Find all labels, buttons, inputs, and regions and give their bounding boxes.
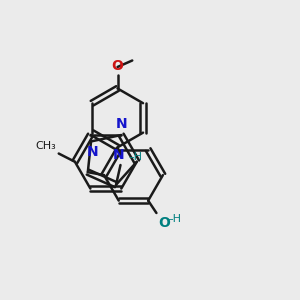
Text: O: O	[112, 59, 124, 73]
Text: O: O	[158, 216, 170, 230]
Text: N: N	[116, 118, 127, 131]
Text: N: N	[87, 145, 98, 159]
Text: N: N	[113, 148, 125, 162]
Text: –H: –H	[168, 214, 182, 224]
Text: –H: –H	[129, 152, 143, 162]
Text: CH₃: CH₃	[36, 141, 56, 151]
